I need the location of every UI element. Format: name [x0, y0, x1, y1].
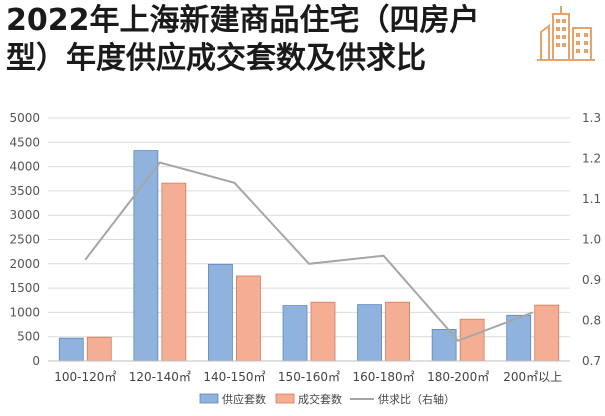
title-line-1: 2022年上海新建商品住宅（四房户: [6, 3, 480, 38]
bar-deal: [86, 336, 112, 362]
y-left-tick-label: 4500: [9, 135, 40, 149]
y-left-tick-label: 0: [32, 354, 40, 368]
bar-supply: [133, 150, 159, 362]
y-left-tick-label: 3000: [9, 208, 40, 222]
x-tick-label: 100-120㎡: [54, 370, 116, 384]
y-left-tick-label: 3500: [9, 184, 40, 198]
y-right-tick-label: 0.9: [582, 273, 601, 287]
y-left-tick-label: 500: [17, 330, 40, 344]
bar-deal: [459, 318, 485, 362]
legend-label-deal: 成交套数: [298, 392, 342, 406]
x-tick-label: 160-180㎡: [353, 370, 415, 384]
bar-deal: [385, 301, 410, 362]
bar-deal: [310, 301, 336, 362]
ratio-line: [84, 161, 534, 342]
bar-supply: [282, 305, 308, 362]
legend-swatch-deal: [275, 393, 295, 404]
building-icon: [537, 6, 595, 61]
y-right-tick-label: 1.3: [582, 111, 601, 125]
x-tick-label: 200㎡以上: [503, 370, 562, 384]
y-left-tick-label: 4000: [9, 160, 40, 174]
y-right-tick-label: 1.2: [582, 152, 601, 166]
legend-label-supply: 供应套数: [222, 392, 266, 406]
x-tick-label: 140-150㎡: [203, 370, 265, 384]
bar-deal: [236, 275, 261, 362]
y-left-tick-label: 1000: [9, 305, 40, 319]
chart-title: 2022年上海新建商品住宅（四房户 型）年度供应成交套数及供求比: [6, 2, 526, 78]
y-left-tick-label: 5000: [9, 111, 40, 125]
title-line-2: 型）年度供应成交套数及供求比: [6, 41, 426, 76]
y-left-tick-label: 2000: [9, 257, 40, 271]
y-left-tick-label: 2500: [9, 233, 40, 247]
bar-supply: [506, 314, 532, 362]
bar-deal: [534, 304, 560, 362]
bar-supply: [58, 337, 84, 362]
legend-swatch-supply: [199, 393, 219, 404]
y-right-tick-label: 0.8: [582, 314, 601, 328]
y-right-tick-label: 1.0: [582, 233, 601, 247]
bar-deal: [161, 182, 187, 362]
bar-supply: [357, 304, 382, 362]
legend-label-ratio: 供求比（右轴）: [378, 392, 455, 406]
x-tick-label: 120-140㎡: [129, 370, 191, 384]
y-right-tick-label: 0.7: [582, 354, 601, 368]
x-tick-label: 150-160㎡: [278, 370, 340, 384]
y-left-tick-label: 1500: [9, 281, 40, 295]
x-tick-label: 180-200㎡: [427, 370, 489, 384]
y-right-tick-label: 1.1: [582, 192, 601, 206]
bar-supply: [208, 263, 233, 362]
chart: 0 500 1000 1500 2000 2500 3000 3500 4000 4500 5000…: [9, 111, 601, 406]
